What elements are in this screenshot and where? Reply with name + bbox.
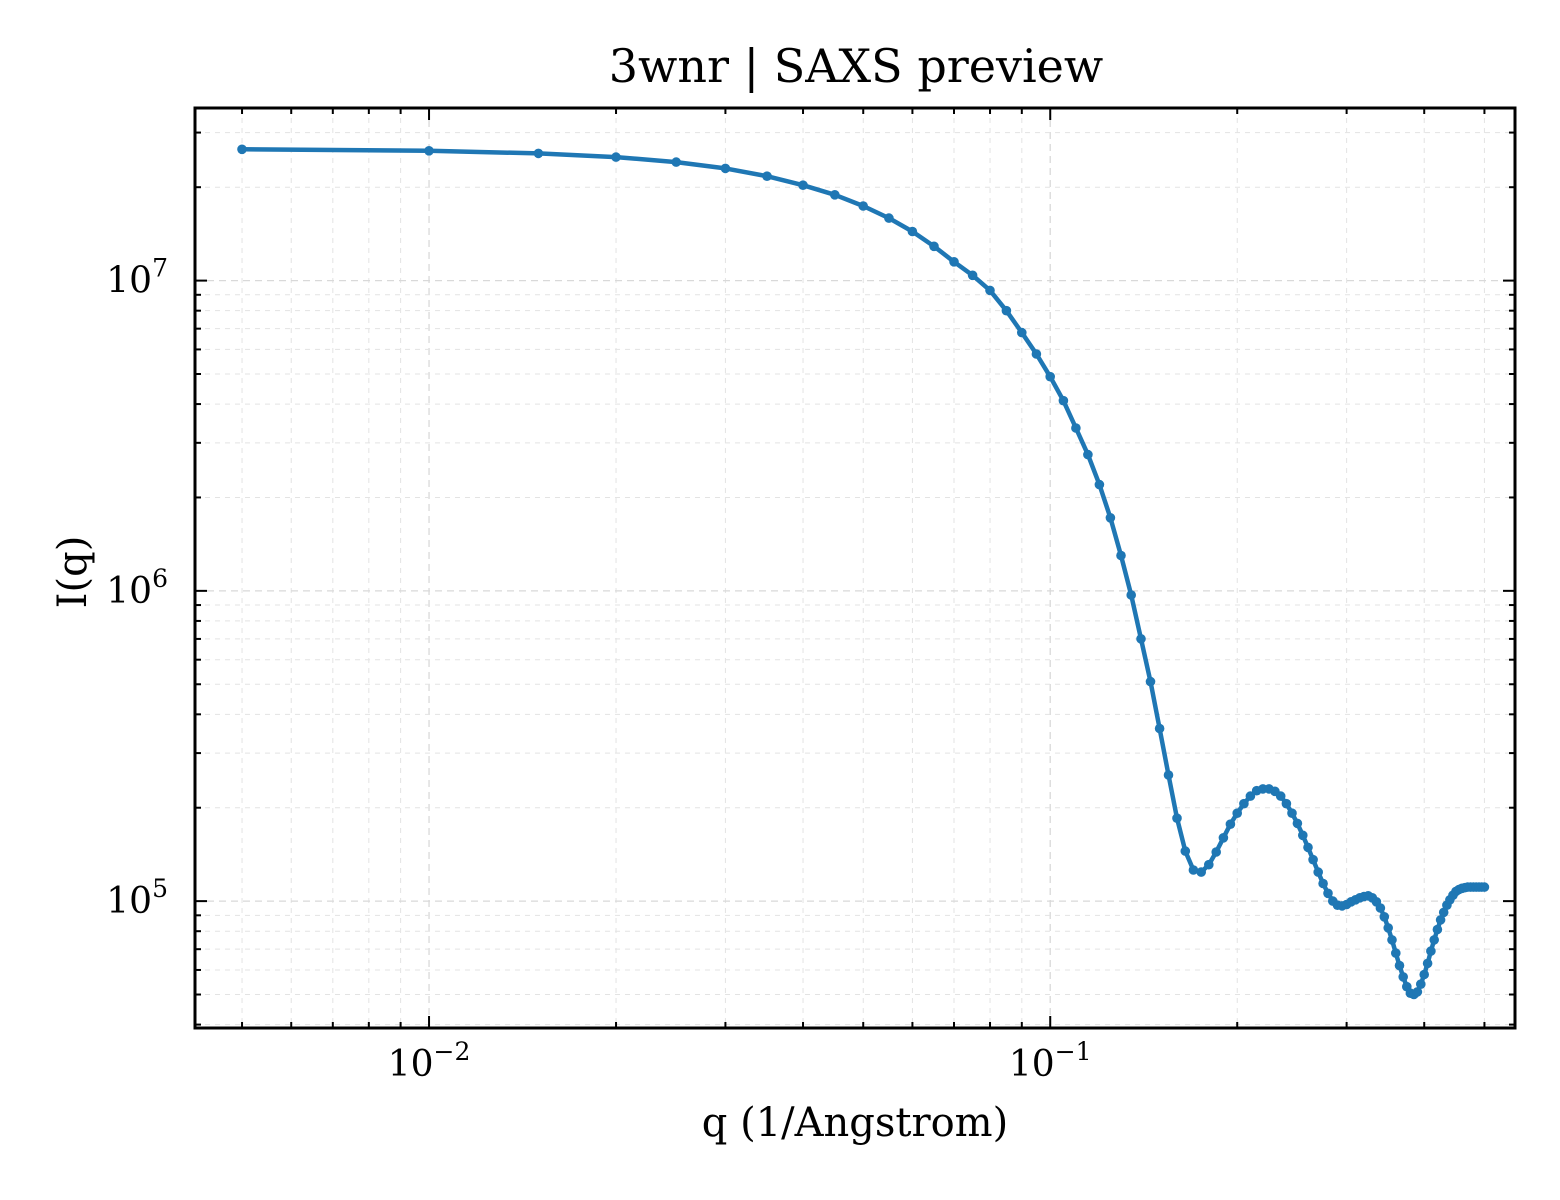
data-point xyxy=(720,163,731,174)
data-point xyxy=(1163,770,1174,780)
data-point xyxy=(884,213,894,223)
data-point xyxy=(1094,479,1105,490)
data-point xyxy=(1218,833,1229,843)
chart-title: 3wnr | SAXS preview xyxy=(609,39,1104,93)
data-point xyxy=(1058,395,1069,406)
data-point xyxy=(1232,808,1242,818)
data-point xyxy=(1323,888,1333,899)
data-point xyxy=(533,148,544,159)
axis-ticks xyxy=(195,108,1515,1028)
data-point xyxy=(1416,979,1426,989)
data-point xyxy=(830,190,840,200)
data-point xyxy=(1154,723,1165,734)
data-point xyxy=(1275,791,1286,801)
data-point xyxy=(1017,327,1027,338)
data-point xyxy=(611,152,621,162)
data-point xyxy=(1479,882,1490,892)
tick-labels: 10−2 10−1 105 106 107 xyxy=(106,254,1091,1085)
data-point xyxy=(1204,859,1214,870)
data-point xyxy=(1225,819,1236,829)
data-series xyxy=(237,144,1490,1000)
data-point xyxy=(1435,915,1446,925)
data-point xyxy=(1398,972,1408,982)
data-point xyxy=(1045,371,1055,382)
data-point xyxy=(762,171,772,181)
data-point xyxy=(1438,907,1449,918)
data-point xyxy=(1412,987,1423,997)
data-point xyxy=(1083,449,1093,460)
plot-frame xyxy=(193,106,1517,1030)
data-point xyxy=(1391,948,1401,958)
data-point xyxy=(1419,969,1429,980)
y-tick-label: 105 xyxy=(106,874,168,922)
data-point xyxy=(1426,946,1436,956)
data-point xyxy=(1394,960,1405,971)
data-point xyxy=(1188,865,1199,875)
data-point xyxy=(1383,923,1393,933)
data-point xyxy=(1318,878,1328,889)
data-point xyxy=(1172,813,1182,823)
data-point xyxy=(1126,590,1136,600)
data-point xyxy=(1245,791,1256,801)
data-point xyxy=(1145,676,1156,687)
data-point xyxy=(1432,924,1443,935)
data-point xyxy=(1239,798,1249,809)
x-tick-label: 10−1 xyxy=(1009,1037,1092,1085)
data-point xyxy=(798,180,808,190)
data-point xyxy=(1105,513,1116,523)
data-point xyxy=(1422,958,1433,969)
grid-lines xyxy=(195,108,1515,1028)
data-point xyxy=(949,257,959,267)
data-point xyxy=(1375,903,1386,913)
data-point xyxy=(1429,935,1439,945)
y-tick-label: 106 xyxy=(106,564,168,612)
data-point xyxy=(1031,349,1042,359)
x-axis-label: q (1/Angstrom) xyxy=(702,1100,1008,1146)
data-point xyxy=(1211,847,1221,857)
x-tick-label: 10−2 xyxy=(388,1037,471,1085)
data-point xyxy=(858,201,868,211)
series-line xyxy=(239,147,1487,997)
data-point xyxy=(1287,808,1297,818)
y-axis-label: I(q) xyxy=(50,536,96,609)
data-point xyxy=(1001,305,1012,316)
data-point xyxy=(1298,830,1308,841)
data-point xyxy=(1387,935,1397,945)
data-point xyxy=(671,157,681,167)
data-point xyxy=(1281,798,1292,809)
data-point xyxy=(929,241,939,252)
data-point xyxy=(237,144,247,155)
data-point xyxy=(1292,818,1303,829)
data-point xyxy=(1116,550,1126,561)
data-point xyxy=(1308,854,1318,865)
data-point xyxy=(907,226,918,237)
y-tick-label: 107 xyxy=(106,254,168,302)
data-point xyxy=(967,270,978,281)
data-point xyxy=(1313,867,1323,877)
data-point xyxy=(985,285,995,296)
data-point xyxy=(1136,634,1146,644)
data-point xyxy=(424,146,434,156)
data-point xyxy=(1379,912,1390,922)
data-point xyxy=(1303,842,1313,853)
data-point xyxy=(1196,867,1206,877)
data-point xyxy=(1071,423,1081,433)
data-point xyxy=(1180,846,1191,856)
